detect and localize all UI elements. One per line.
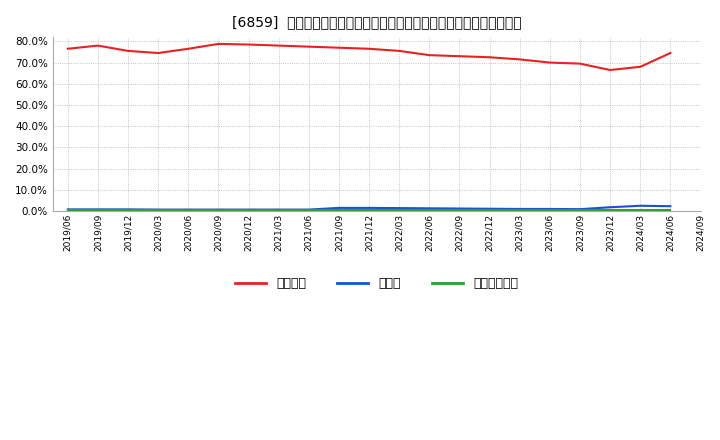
Title: [6859]  自己資本、のれん、繰延税金資産の総資産に対する比率の推移: [6859] 自己資本、のれん、繰延税金資産の総資産に対する比率の推移	[232, 15, 521, 29]
Legend: 自己資本, のれん, 繰延税金資産: 自己資本, のれん, 繰延税金資産	[230, 272, 523, 295]
